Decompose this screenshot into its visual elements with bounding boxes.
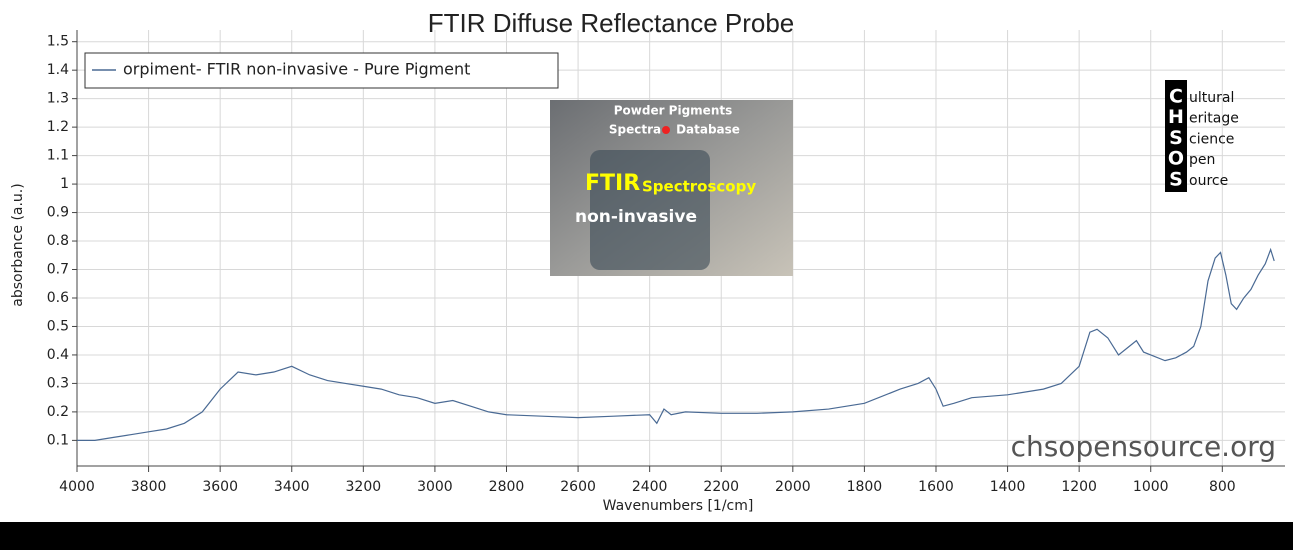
logo-word: pen [1189, 152, 1215, 168]
watermark: chsopensource.org [1011, 430, 1276, 463]
x-tick-label: 3400 [274, 479, 310, 495]
x-tick-label: 3200 [346, 479, 382, 495]
y-tick-label: 0.4 [47, 347, 69, 363]
y-tick-label: 0.8 [47, 233, 69, 249]
x-tick-label: 1800 [847, 479, 883, 495]
x-tick-label: 1600 [918, 479, 954, 495]
x-tick-label: 800 [1209, 479, 1236, 495]
y-tick-label: 1.1 [47, 148, 69, 164]
logo-letter: S [1169, 127, 1183, 149]
y-tick-label: 0.3 [47, 375, 69, 391]
y-tick-label: 1.5 [47, 34, 69, 50]
y-tick-label: 0.5 [47, 318, 69, 334]
legend-label: orpiment- FTIR non-invasive - Pure Pigme… [123, 60, 470, 79]
x-tick-label: 2400 [632, 479, 668, 495]
y-tick-label: 1 [60, 176, 69, 192]
y-tick-label: 1.3 [47, 91, 69, 107]
inset-text: Spectra [609, 123, 661, 137]
y-tick-label: 0.9 [47, 205, 69, 221]
series-line [77, 247, 1275, 441]
x-tick-label: 3600 [202, 479, 238, 495]
logo-word: ource [1189, 173, 1228, 189]
inset-device [590, 150, 710, 270]
logo-word: ultural [1189, 90, 1234, 106]
x-axis-label: Wavenumbers [1/cm] [603, 498, 754, 514]
x-tick-label: 3000 [417, 479, 453, 495]
logo-letter: H [1168, 106, 1184, 128]
x-tick-label: 2600 [560, 479, 596, 495]
y-tick-label: 0.2 [47, 404, 69, 420]
inset-text: Database [676, 123, 740, 137]
x-tick-label: 3800 [131, 479, 167, 495]
logo-letter: S [1169, 168, 1183, 190]
logo-word: eritage [1189, 111, 1239, 127]
x-tick-label: 4000 [59, 479, 95, 495]
y-tick-label: 1.2 [47, 119, 69, 135]
inset-image: Powder Pigments Spectra Database FTIR Sp… [550, 100, 793, 276]
inset-text: Spectroscopy [642, 178, 756, 196]
logo-bar [1165, 80, 1187, 192]
x-tick-label: 1400 [990, 479, 1026, 495]
bottom-bar [0, 522, 1293, 550]
x-tick-label: 2000 [775, 479, 811, 495]
y-tick-label: 0.7 [47, 262, 69, 278]
legend-box [84, 52, 559, 89]
y-tick-label: 0.6 [47, 290, 69, 306]
inset-dot [662, 126, 670, 134]
x-tick-label: 1000 [1133, 479, 1169, 495]
inset-text: non-invasive [575, 207, 697, 227]
y-axis-label: absorbance (a.u.) [10, 183, 26, 306]
chart-title: FTIR Diffuse Reflectance Probe [428, 8, 795, 38]
x-tick-label: 1200 [1061, 479, 1097, 495]
x-tick-label: 2200 [703, 479, 739, 495]
y-tick-label: 1.4 [47, 62, 69, 78]
logo-letter: O [1168, 148, 1184, 170]
x-tick-label: 2800 [489, 479, 525, 495]
logo-letter: C [1169, 86, 1183, 108]
inset-text: FTIR [585, 171, 640, 196]
y-tick-label: 0.1 [47, 432, 69, 448]
inset-text: Powder Pigments [614, 104, 733, 118]
logo-word: cience [1189, 131, 1234, 147]
